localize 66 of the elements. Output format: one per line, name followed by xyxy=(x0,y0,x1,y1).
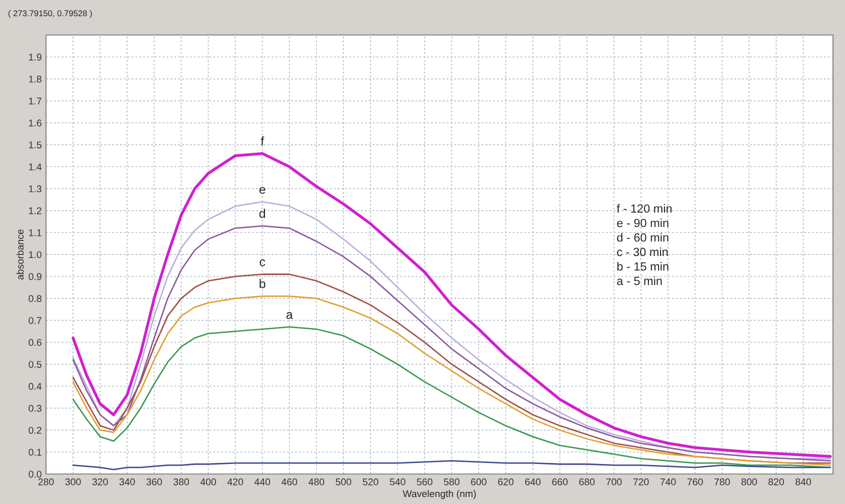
series-label: a xyxy=(286,312,293,319)
x-tick-label: 340 xyxy=(119,478,135,486)
x-tick-label: 500 xyxy=(336,478,352,486)
series-label: b xyxy=(260,278,266,288)
line-series xyxy=(72,460,831,470)
y-tick-label: 0.5 xyxy=(28,360,42,368)
annotation: d - 60 min xyxy=(617,232,668,242)
x-tick-label: 680 xyxy=(579,478,595,486)
x-tick-label: 580 xyxy=(444,478,460,486)
text: ( 273.79150, 0.79528 ) xyxy=(8,10,92,18)
annotation: e - 90 min xyxy=(617,218,668,228)
x-tick-label: 620 xyxy=(498,478,514,486)
y-tick-label: 1.5 xyxy=(29,142,42,148)
y-tick-label: 1.0 xyxy=(29,251,42,258)
y-tick-label: 1.4 xyxy=(29,164,42,170)
x-tick-label: 840 xyxy=(796,478,811,486)
y-tick-label: 0.8 xyxy=(28,295,42,302)
y-tick-label: 0.6 xyxy=(28,339,42,346)
series-label: e xyxy=(259,186,266,194)
x-tick-label: 560 xyxy=(416,478,432,486)
y-tick-label: 1.3 xyxy=(29,185,42,192)
annotation: b - 15 min xyxy=(617,262,668,271)
y-tick-label: 1.7 xyxy=(29,98,42,104)
x-tick-label: 280 xyxy=(38,478,54,486)
y-tick-label: 0.2 xyxy=(28,426,42,434)
line-series xyxy=(72,152,832,458)
x-tick-label: 720 xyxy=(633,478,649,486)
x-tick-label: 700 xyxy=(606,478,622,486)
y-axis-title: absorbance xyxy=(16,230,24,280)
x-tick-label: 380 xyxy=(173,478,189,486)
y-tick-label: 1.1 xyxy=(29,229,42,236)
annotation: f - 120 min xyxy=(616,204,672,213)
x-tick-label: 820 xyxy=(768,478,784,486)
y-tick-label: 0.1 xyxy=(28,448,42,456)
series-label: c xyxy=(260,259,266,266)
x-tick-label: 400 xyxy=(200,478,216,486)
x-tick-label: 600 xyxy=(471,478,486,486)
x-tick-label: 760 xyxy=(687,478,703,486)
y-tick-label: 1.2 xyxy=(29,207,42,214)
x-tick-label: 800 xyxy=(741,478,757,486)
x-tick-label: 640 xyxy=(525,478,541,486)
x-tick-label: 460 xyxy=(282,478,298,486)
y-tick-label: 0.9 xyxy=(28,273,42,280)
x-tick-label: 660 xyxy=(552,478,568,486)
x-tick-label: 360 xyxy=(146,478,162,486)
y-tick-label: 0.7 xyxy=(28,317,42,324)
x-tick-label: 540 xyxy=(390,478,406,486)
x-tick-label: 780 xyxy=(714,478,730,486)
y-tick-label: 0.3 xyxy=(28,404,42,412)
x-tick-label: 320 xyxy=(92,478,108,486)
x-tick-label: 420 xyxy=(227,478,244,486)
x-tick-label: 480 xyxy=(308,478,324,486)
x-tick-label: 520 xyxy=(362,478,378,486)
x-tick-label: 740 xyxy=(660,478,676,486)
annotation: a - 5 min xyxy=(617,276,662,286)
annotation: c - 30 min xyxy=(617,247,668,256)
x-tick-label: 440 xyxy=(254,478,270,486)
y-tick-label: 1.9 xyxy=(29,54,42,61)
y-tick-label: 0.0 xyxy=(28,470,42,478)
series-label: d xyxy=(259,208,266,218)
x-axis-title: Wavelength (nm) xyxy=(402,490,476,500)
x-tick-label: 300 xyxy=(65,478,81,486)
y-tick-label: 1.8 xyxy=(29,76,42,83)
y-tick-label: 0.4 xyxy=(28,382,42,390)
series-label: f xyxy=(260,136,264,146)
y-tick-label: 1.6 xyxy=(29,120,42,126)
